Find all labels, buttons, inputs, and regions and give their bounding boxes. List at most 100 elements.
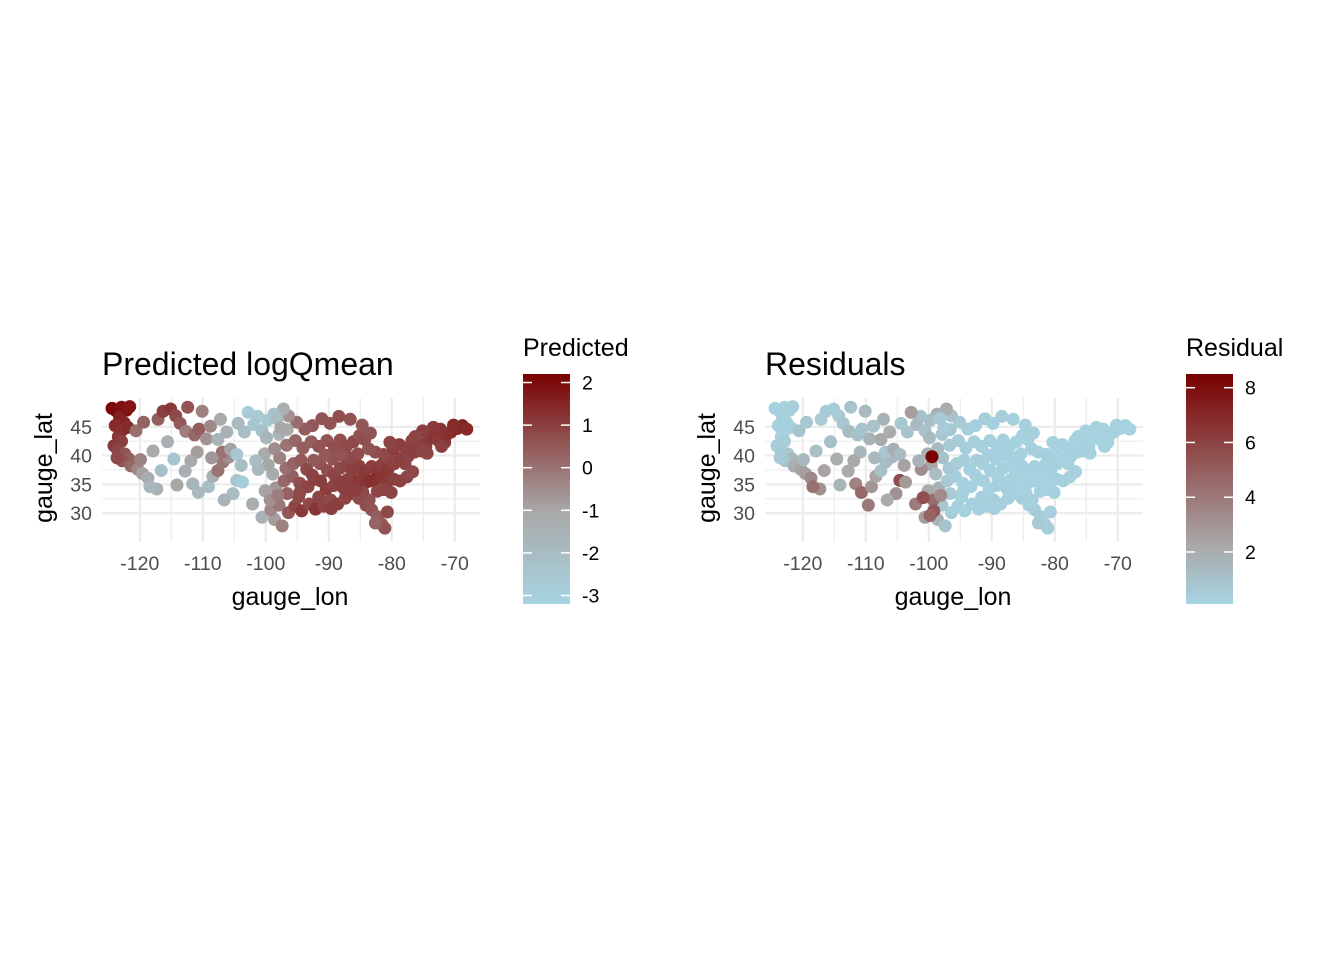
data-point [315,412,329,426]
data-point [383,435,397,449]
data-point [355,418,369,432]
colorbar-tick-label: -2 [582,543,599,565]
colorbar-tick-label: 1 [582,415,593,437]
residuals-y-ticks: 30 35 40 45 [733,417,755,525]
data-point [249,454,263,468]
colorbar-tick-label: -1 [582,500,599,522]
residuals-title: Residuals [765,346,906,382]
data-point [266,467,280,481]
x-tick-label: -70 [441,553,469,575]
data-point [854,485,868,499]
data-point [220,425,234,439]
data-point [110,451,124,465]
predicted-x-ticks: -120 -110 -100 -90 -80 -70 [120,553,469,575]
data-point [1110,418,1124,432]
data-point [806,480,820,494]
data-point [809,444,823,458]
x-tick-label: -100 [246,553,285,575]
colorbar-tick-label: 4 [1245,487,1256,509]
data-point [786,400,800,414]
predicted-points [105,400,474,535]
data-point [897,458,911,472]
x-tick-label: -110 [847,553,885,575]
data-point [235,475,249,489]
data-point [384,485,398,499]
x-tick-label: -80 [1041,553,1069,575]
data-point [230,447,244,461]
data-point [929,467,943,481]
residuals-panel: Residuals -120 -110 -100 -90 -80 -70 30 35 40 45… [693,334,1283,611]
y-tick-label: 45 [70,417,92,439]
data-point [246,497,260,511]
data-point [213,412,227,426]
data-point [1043,505,1057,519]
data-point [922,431,936,445]
data-point [268,442,282,456]
data-point [876,412,890,426]
predicted-panel: Predicted logQmean -120 -110 -100 -90 -80 -70… [30,334,629,611]
residuals-colorbar [1186,374,1233,604]
data-point [1026,426,1040,440]
colorbar-tick-label: 6 [1245,432,1256,454]
data-point [975,490,989,504]
data-point [408,430,422,444]
data-point [129,424,143,438]
data-point [1024,442,1038,456]
y-tick-label: 45 [733,417,755,439]
y-tick-label: 40 [70,446,92,468]
data-point [241,405,255,419]
data-point [880,493,894,507]
data-point [864,480,878,494]
data-point [201,480,215,494]
y-tick-label: 35 [70,474,92,496]
colorbar-tick-label: 8 [1245,378,1256,400]
data-point [234,458,248,472]
data-point [1123,422,1137,436]
predicted-colorbar [523,374,570,604]
data-point [143,480,157,494]
x-tick-label: -90 [315,553,343,575]
data-point [970,453,984,467]
residuals-legend: Residual 2 4 6 8 [1186,334,1283,604]
data-point [844,400,858,414]
data-point [211,432,225,446]
data-point [361,442,375,456]
data-point [203,419,217,433]
data-point [858,404,872,418]
data-point [916,491,930,505]
data-point [255,510,269,524]
data-point [981,448,995,462]
data-point [435,439,449,453]
data-point [1006,412,1020,426]
data-point [830,452,844,466]
data-point [1046,435,1060,449]
data-point [925,450,939,464]
data-point [275,519,289,533]
data-point [912,454,926,468]
data-point [824,435,838,449]
data-point [1083,446,1097,460]
predicted-y-ticks: 30 35 40 45 [70,417,92,525]
data-point [167,452,181,466]
y-tick-label: 40 [733,446,755,468]
data-point [332,409,346,423]
data-point [863,432,877,446]
data-point [274,421,288,435]
data-point [259,431,273,445]
data-point [866,419,880,433]
colorbar-tick-label: -3 [582,585,599,607]
data-point [192,422,206,436]
data-point [363,426,377,440]
data-point [191,485,205,499]
data-point [318,448,332,462]
data-point [137,415,151,429]
data-point [123,400,137,414]
data-point [841,464,855,478]
x-tick-label: -90 [978,553,1006,575]
x-tick-label: -80 [378,553,406,575]
residuals-colorbar-ticks: 2 4 6 8 [1186,378,1256,564]
data-point [146,444,160,458]
predicted-title: Predicted logQmean [102,346,394,382]
data-point [368,516,382,530]
data-point [938,519,952,533]
